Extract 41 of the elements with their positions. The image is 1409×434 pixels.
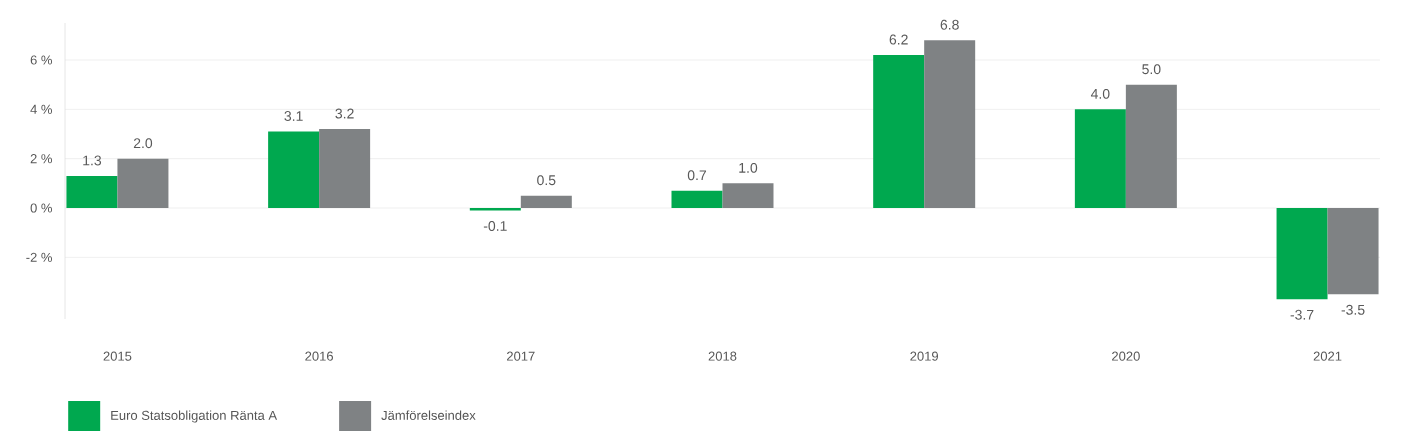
bar [924,40,976,208]
data-label: 6.8 [940,19,959,30]
y-tick-label: 0 % [30,203,52,213]
data-label: 1.3 [83,155,102,166]
y-tick-label: -2 % [26,252,52,262]
bar [117,158,169,208]
x-tick-label: 2019 [910,351,939,361]
data-label: -3.5 [1341,304,1365,315]
data-label: 3.2 [335,108,354,119]
bar [1074,109,1126,208]
data-label: 2.0 [133,138,153,149]
bar [319,129,371,208]
y-tick-label: 2 % [30,154,52,164]
bar [671,190,723,208]
bar [722,183,774,208]
y-tick-label: 4 % [30,104,52,114]
bar [66,175,118,208]
bar [268,131,320,208]
bar [1276,208,1328,300]
data-label: 0.5 [537,175,556,186]
data-label: 6.2 [889,34,908,45]
bar [520,195,572,208]
bar [873,55,925,208]
x-tick-label: 2015 [103,351,132,361]
legend-label: Euro Statsobligation Ränta A [111,410,278,423]
x-tick-label: 2018 [708,351,737,361]
data-label: 0.7 [687,170,707,181]
x-tick-label: 2017 [507,351,535,361]
data-label: -0.1 [483,220,507,231]
data-label: 4.0 [1090,88,1110,99]
data-label: 1.0 [739,162,758,173]
data-label: -3.7 [1290,309,1314,320]
x-tick-label: 2016 [305,351,333,361]
legend-label: Jämförelseindex [381,410,476,420]
data-label: 5.0 [1142,64,1161,75]
bar [1125,84,1177,208]
data-label: 3.1 [284,111,303,121]
bar [1327,208,1379,295]
x-tick-label: 2020 [1112,351,1140,361]
y-tick-label: 6 % [30,55,52,65]
x-tick-label: 2021 [1313,351,1342,361]
